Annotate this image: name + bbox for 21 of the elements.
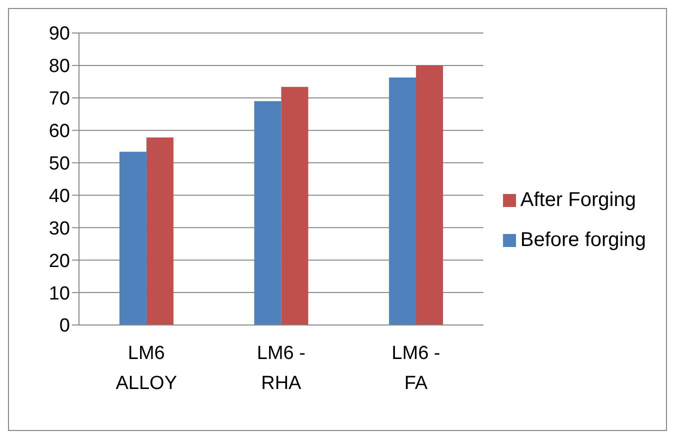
y-tick-label: 40 (48, 186, 70, 207)
y-tick-label: 60 (48, 121, 70, 142)
y-tick-label: 30 (48, 218, 70, 240)
y-tick-label: 20 (48, 250, 70, 272)
legend-label: Before forging (520, 228, 646, 250)
y-tick-label: 10 (48, 283, 70, 304)
bar (119, 152, 146, 325)
y-tick-label: 0 (59, 316, 70, 337)
x-tick-label: LM6 - FA (392, 343, 440, 394)
y-tick-label: 90 (48, 24, 70, 45)
bar (416, 65, 444, 325)
legend-label: After Forging (520, 188, 636, 210)
bar (389, 77, 416, 325)
y-tick-label: 50 (48, 154, 70, 175)
bar (146, 137, 174, 325)
x-tick-label: LM6 ALLOY (116, 343, 178, 394)
y-tick-label: 80 (48, 56, 70, 78)
x-tick-label: LM6 - RHA (256, 343, 306, 394)
y-tick-label: 70 (48, 88, 70, 110)
bar (254, 101, 282, 325)
bar (281, 86, 308, 325)
